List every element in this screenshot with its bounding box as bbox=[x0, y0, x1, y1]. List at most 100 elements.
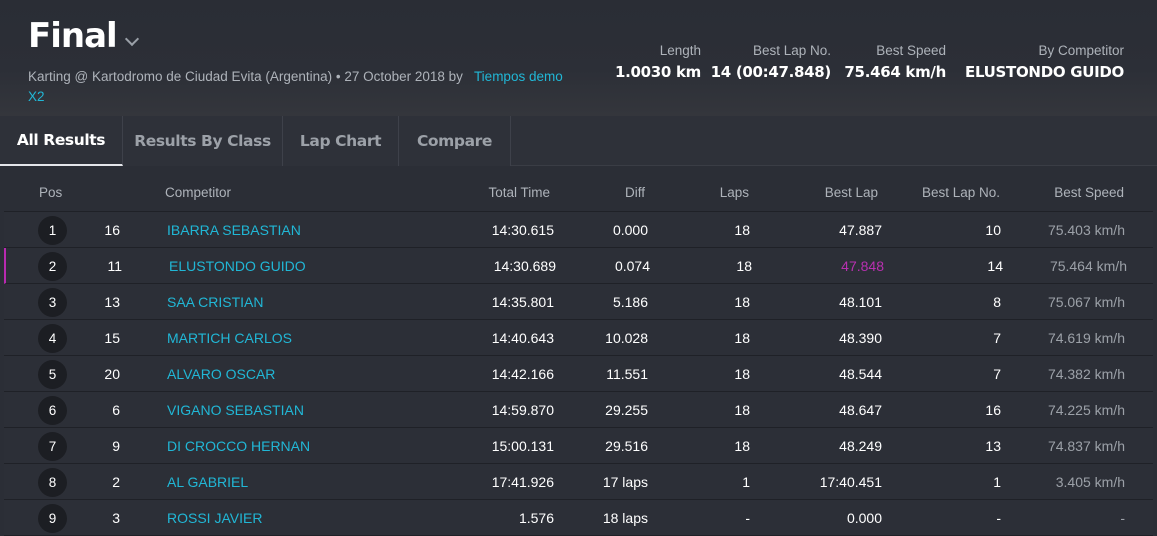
laps: 18 bbox=[734, 222, 750, 238]
total-time: 14:35.801 bbox=[491, 294, 554, 310]
stat-label: Length bbox=[659, 43, 701, 58]
best-lap-no: 13 bbox=[985, 438, 1001, 454]
stat-length: Length 1.0030 km bbox=[615, 43, 701, 81]
table-row[interactable]: 4 15 MARTICH CARLOS 14:40.643 10.028 18 48.390… bbox=[4, 320, 1153, 356]
best-lap: 47.848 bbox=[841, 258, 884, 274]
best-speed: 74.382 km/h bbox=[1047, 366, 1125, 382]
competitor-link[interactable]: SAA CRISTIAN bbox=[167, 294, 264, 310]
position-badge: 6 bbox=[38, 396, 67, 425]
position-badge: 7 bbox=[38, 432, 67, 461]
tab-lap-chart[interactable]: Lap Chart bbox=[283, 116, 399, 166]
organizer-link[interactable]: Tiempos demo X2 bbox=[28, 69, 563, 104]
competitor-link[interactable]: VIGANO SEBASTIAN bbox=[167, 402, 304, 418]
table-row[interactable]: 1 16 IBARRA SEBASTIAN 14:30.615 0.000 18 47.88… bbox=[4, 212, 1153, 248]
total-time: 1.576 bbox=[518, 510, 554, 526]
position-badge: 2 bbox=[38, 252, 67, 281]
col-total-time[interactable]: Total Time bbox=[488, 185, 550, 200]
kart-number: 11 bbox=[107, 258, 122, 274]
session-title-row[interactable]: Final bbox=[28, 16, 139, 56]
best-lap: 48.249 bbox=[839, 438, 882, 454]
col-laps[interactable]: Laps bbox=[719, 185, 749, 200]
stat-value: 14 (00:47.848) bbox=[710, 63, 832, 81]
laps: 1 bbox=[742, 474, 750, 490]
results-tabs: All Results Results By Class Lap Chart C… bbox=[0, 116, 1157, 166]
col-diff[interactable]: Diff bbox=[624, 185, 645, 200]
session-subtitle: Karting @ Kartodromo de Ciudad Evita (Ar… bbox=[28, 67, 568, 107]
diff: 18 laps bbox=[602, 510, 648, 526]
kart-number: 6 bbox=[112, 402, 120, 418]
competitor-link[interactable]: DI CROCCO HERNAN bbox=[167, 438, 311, 454]
stat-label: Best Lap No. bbox=[752, 43, 831, 58]
position-badge: 9 bbox=[38, 504, 67, 533]
best-lap-no: 1 bbox=[993, 474, 1001, 490]
table-row[interactable]: 2 11 ELUSTONDO GUIDO 14:30.689 0.074 18 47.848… bbox=[4, 248, 1153, 284]
laps: 18 bbox=[734, 366, 750, 382]
competitor-link[interactable]: ALVARO OSCAR bbox=[167, 366, 276, 382]
col-pos[interactable]: Pos bbox=[39, 185, 63, 200]
best-speed: 74.619 km/h bbox=[1047, 330, 1125, 346]
kart-number: 9 bbox=[112, 438, 120, 454]
tabs-spacer bbox=[511, 116, 1157, 166]
diff: 10.028 bbox=[605, 330, 648, 346]
best-lap-no: 7 bbox=[993, 366, 1001, 382]
kart-number: 20 bbox=[104, 366, 120, 382]
table-row[interactable]: 7 9 DI CROCCO HERNAN 15:00.131 29.516 18 48.24… bbox=[4, 428, 1153, 464]
competitor-link[interactable]: ELUSTONDO GUIDO bbox=[169, 258, 306, 274]
stat-label: Best Speed bbox=[876, 43, 946, 58]
diff: 17 laps bbox=[602, 474, 648, 490]
kart-number: 15 bbox=[104, 330, 120, 346]
table-row[interactable]: 5 20 ALVARO OSCAR 14:42.166 11.551 18 48.544 7 7… bbox=[4, 356, 1153, 392]
col-best-lap[interactable]: Best Lap bbox=[824, 185, 878, 200]
diff: 11.551 bbox=[606, 366, 648, 382]
competitor-link[interactable]: IBARRA SEBASTIAN bbox=[167, 222, 301, 238]
col-competitor[interactable]: Competitor bbox=[165, 185, 232, 200]
kart-number: 2 bbox=[112, 474, 120, 490]
total-time: 15:00.131 bbox=[491, 438, 554, 454]
laps: 18 bbox=[736, 258, 752, 274]
best-lap-no: 14 bbox=[987, 258, 1003, 274]
best-speed: - bbox=[1120, 510, 1125, 526]
competitor-link[interactable]: ROSSI JAVIER bbox=[167, 510, 263, 526]
best-lap-no: 16 bbox=[985, 402, 1001, 418]
total-time: 14:59.870 bbox=[491, 402, 554, 418]
stat-value: ELUSTONDO GUIDO bbox=[965, 63, 1124, 81]
position-badge: 3 bbox=[38, 288, 67, 317]
session-info: Karting @ Kartodromo de Ciudad Evita (Ar… bbox=[28, 69, 463, 84]
tab-results-by-class[interactable]: Results By Class bbox=[123, 116, 283, 166]
table-row[interactable]: 3 13 SAA CRISTIAN 14:35.801 5.186 18 48.101 8 75… bbox=[4, 284, 1153, 320]
competitor-link[interactable]: AL GABRIEL bbox=[167, 474, 249, 490]
chevron-down-icon[interactable] bbox=[124, 31, 139, 47]
position-badge: 8 bbox=[38, 468, 67, 497]
total-time: 14:30.689 bbox=[493, 258, 556, 274]
best-lap: 48.101 bbox=[839, 294, 882, 310]
table-row[interactable]: 9 3 ROSSI JAVIER 1.576 18 laps - 0.000 - - bbox=[4, 500, 1153, 536]
best-speed: 75.403 km/h bbox=[1047, 222, 1125, 238]
table-body: 1 16 IBARRA SEBASTIAN 14:30.615 0.000 18 47.88… bbox=[4, 212, 1153, 536]
best-speed: 74.837 km/h bbox=[1047, 438, 1125, 454]
session-header: Final Karting @ Kartodromo de Ciudad Evi… bbox=[0, 0, 1157, 116]
best-lap: 47.887 bbox=[839, 222, 882, 238]
diff: 29.255 bbox=[605, 402, 648, 418]
best-lap-no: 8 bbox=[993, 294, 1001, 310]
col-best-speed[interactable]: Best Speed bbox=[1054, 185, 1124, 200]
best-lap: 0.000 bbox=[846, 510, 882, 526]
table-row[interactable]: 8 2 AL GABRIEL 17:41.926 17 laps 1 17:40.451 1 3… bbox=[4, 464, 1153, 500]
kart-number: 13 bbox=[104, 294, 120, 310]
laps: 18 bbox=[734, 330, 750, 346]
col-best-lap-no[interactable]: Best Lap No. bbox=[921, 185, 1000, 200]
best-speed: 75.067 km/h bbox=[1047, 294, 1125, 310]
table-header: Pos Competitor Total Time Diff Laps Best… bbox=[4, 176, 1153, 212]
diff: 0.000 bbox=[612, 222, 648, 238]
best-speed: 74.225 km/h bbox=[1047, 402, 1125, 418]
total-time: 17:41.926 bbox=[491, 474, 554, 490]
position-badge: 4 bbox=[38, 324, 67, 353]
stat-best-speed: Best Speed 75.464 km/h bbox=[844, 43, 946, 81]
kart-number: 16 bbox=[104, 222, 120, 238]
table-row[interactable]: 6 6 VIGANO SEBASTIAN 14:59.870 29.255 18 48.64… bbox=[4, 392, 1153, 428]
best-lap-no: 7 bbox=[993, 330, 1001, 346]
total-time: 14:42.166 bbox=[491, 366, 554, 382]
tab-compare[interactable]: Compare bbox=[399, 116, 511, 166]
tab-all-results[interactable]: All Results bbox=[0, 116, 123, 166]
position-badge: 1 bbox=[38, 216, 67, 245]
competitor-link[interactable]: MARTICH CARLOS bbox=[167, 330, 292, 346]
